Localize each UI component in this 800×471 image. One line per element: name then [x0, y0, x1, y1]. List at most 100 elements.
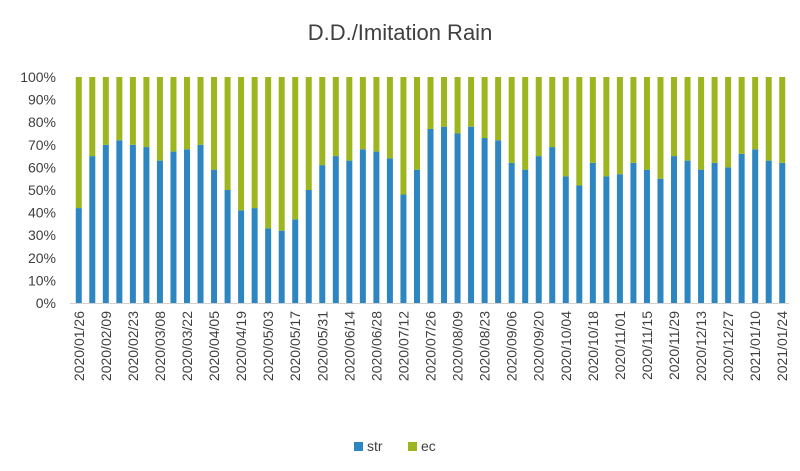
- bar-series-group: [75, 77, 786, 303]
- bar-segment-ec: [643, 77, 650, 170]
- bar-segment-ec: [779, 77, 786, 163]
- bar-segment-str: [346, 160, 353, 303]
- y-tick-label: 20%: [28, 250, 56, 266]
- bar-segment-ec: [549, 77, 556, 148]
- bar-segment-str: [738, 153, 745, 303]
- x-tick-label: 2021/01/10: [747, 311, 763, 381]
- chart-title: D.D./Imitation Rain: [308, 20, 493, 45]
- x-tick-label: 2020/12/27: [720, 311, 736, 381]
- bar-segment-str: [75, 208, 82, 303]
- bar-segment-str: [305, 190, 312, 303]
- x-tick-label: 2020/03/22: [179, 311, 195, 381]
- x-tick-label: 2020/05/31: [314, 311, 330, 381]
- x-tick-label: 2020/06/28: [368, 311, 384, 381]
- x-tick-label: 2020/07/12: [395, 311, 411, 381]
- y-tick-label: 80%: [28, 114, 56, 130]
- bar-segment-ec: [522, 77, 529, 170]
- x-tick-label: 2020/09/06: [504, 311, 520, 381]
- bar-segment-str: [589, 162, 596, 303]
- bar-segment-ec: [102, 77, 109, 145]
- bar-segment-str: [711, 162, 718, 303]
- bar-segment-ec: [603, 77, 610, 177]
- bar-segment-ec: [75, 77, 82, 209]
- legend-swatch-str: [354, 442, 363, 451]
- bar-segment-ec: [359, 77, 366, 150]
- y-tick-label: 100%: [20, 69, 56, 85]
- bar-segment-ec: [671, 77, 678, 157]
- x-tick-label: 2020/05/03: [260, 311, 276, 381]
- bar-segment-ec: [441, 77, 448, 127]
- x-tick-label: 2020/09/20: [531, 311, 547, 381]
- x-tick-label: 2020/10/04: [558, 311, 574, 381]
- bar-segment-ec: [562, 77, 569, 177]
- bar-segment-ec: [630, 77, 637, 163]
- bar-segment-str: [481, 138, 488, 303]
- bar-segment-ec: [765, 77, 772, 161]
- bar-segment-ec: [197, 77, 204, 145]
- x-tick-label: 2020/04/19: [233, 311, 249, 381]
- y-tick-label: 0%: [36, 295, 56, 311]
- x-tick-label: 2020/11/29: [666, 311, 682, 380]
- x-tick-label: 2020/11/01: [612, 311, 628, 380]
- bar-segment-ec: [711, 77, 718, 163]
- bar-segment-str: [752, 149, 759, 303]
- bar-segment-ec: [224, 77, 231, 190]
- bar-segment-ec: [454, 77, 461, 134]
- bar-segment-ec: [535, 77, 542, 157]
- x-tick-label: 2020/04/05: [206, 311, 222, 381]
- bar-segment-str: [495, 140, 502, 303]
- x-tick-label: 2020/02/09: [98, 311, 114, 381]
- bar-segment-ec: [89, 77, 96, 157]
- bar-segment-str: [251, 208, 258, 303]
- bar-segment-ec: [292, 77, 299, 220]
- bar-segment-str: [549, 147, 556, 303]
- bar-segment-str: [319, 165, 326, 303]
- bar-segment-ec: [684, 77, 691, 161]
- x-tick-label: 2020/11/15: [639, 311, 655, 380]
- bar-segment-ec: [278, 77, 285, 231]
- bar-segment-ec: [211, 77, 218, 170]
- bar-segment-str: [630, 162, 637, 303]
- bar-segment-str: [765, 160, 772, 303]
- bar-segment-ec: [305, 77, 312, 190]
- bar-segment-str: [332, 156, 339, 303]
- bar-segment-str: [413, 169, 420, 303]
- bar-segment-ec: [698, 77, 705, 170]
- bar-segment-ec: [386, 77, 393, 159]
- legend-label-ec: ec: [421, 438, 436, 454]
- bar-segment-str: [102, 144, 109, 303]
- legend-swatch-ec: [408, 442, 417, 451]
- bar-segment-ec: [156, 77, 163, 161]
- y-tick-label: 50%: [28, 182, 56, 198]
- bar-segment-str: [359, 149, 366, 303]
- bar-segment-str: [129, 144, 136, 303]
- bar-segment-ec: [468, 77, 475, 127]
- bar-segment-ec: [752, 77, 759, 150]
- x-tick-label: 2020/12/13: [693, 311, 709, 381]
- bar-segment-ec: [238, 77, 245, 211]
- y-tick-label: 90%: [28, 92, 56, 108]
- bar-segment-ec: [725, 77, 732, 168]
- legend-label-str: str: [367, 438, 383, 454]
- bar-segment-str: [522, 169, 529, 303]
- bar-segment-ec: [170, 77, 177, 152]
- x-tick-label: 2020/03/08: [152, 311, 168, 381]
- x-tick-label: 2020/08/09: [450, 311, 466, 381]
- bar-segment-ec: [508, 77, 515, 163]
- legend: str ec: [354, 438, 436, 454]
- x-tick-label: 2021/01/24: [774, 311, 790, 381]
- bar-segment-ec: [413, 77, 420, 170]
- y-axis-tick-labels: 0% 10% 20% 30% 40% 50% 60% 70% 80% 90% 100%: [20, 69, 56, 311]
- x-tick-label: 2020/07/26: [423, 311, 439, 381]
- bar-segment-str: [535, 156, 542, 303]
- x-axis-tick-labels: 2020/01/26 2020/02/09 2020/02/23 2020/03/08…: [71, 311, 790, 381]
- bar-segment-ec: [589, 77, 596, 163]
- x-tick-label: 2020/10/18: [585, 311, 601, 381]
- bar-segment-ec: [576, 77, 583, 186]
- bar-segment-str: [386, 158, 393, 303]
- bar-segment-ec: [373, 77, 380, 152]
- bar-segment-str: [211, 169, 218, 303]
- bar-segment-ec: [265, 77, 272, 229]
- bar-segment-str: [657, 178, 664, 303]
